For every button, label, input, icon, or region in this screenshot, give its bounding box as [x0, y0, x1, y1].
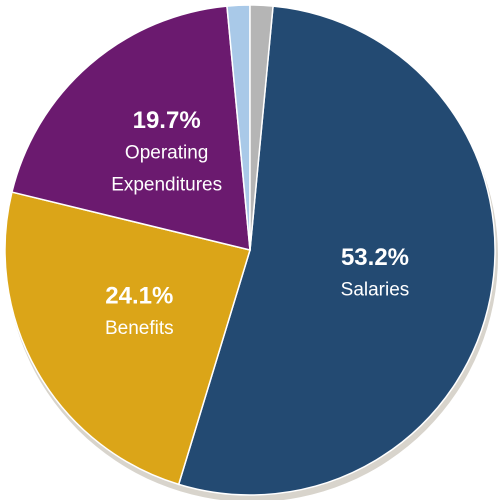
- slice-value-label: 24.1%: [105, 282, 173, 309]
- pie-slice: [11, 5, 251, 251]
- pie-slice: [249, 4, 274, 251]
- slice-category-label: Benefits: [105, 318, 174, 339]
- pie-slice: [177, 5, 496, 496]
- slice-category-label: Salaries: [341, 280, 410, 301]
- slice-value-label: 53.2%: [341, 244, 409, 271]
- pie-slice: [4, 191, 251, 486]
- slice-category-label: Operating Expenditures: [111, 143, 222, 196]
- slice-value-label: 19.7%: [133, 107, 201, 134]
